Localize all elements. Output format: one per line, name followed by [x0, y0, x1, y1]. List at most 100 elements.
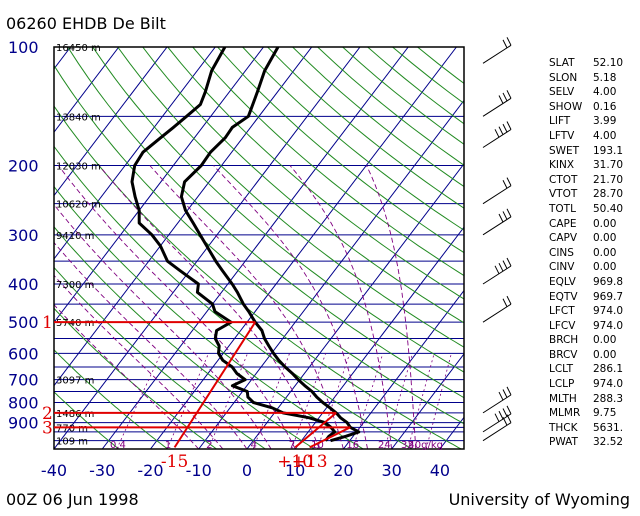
index-value: 3.99 [593, 114, 616, 129]
index-value: 5631. [593, 421, 623, 436]
index-name: EQTV [549, 290, 593, 305]
index-name: SLON [549, 71, 593, 86]
index-name: TOTL [549, 202, 593, 217]
wind-barb-feather [495, 266, 499, 274]
index-value: 4.00 [593, 129, 616, 144]
pressure-tick-label: 500 [8, 313, 39, 332]
index-name: CINV [549, 260, 593, 275]
index-name: LFCV [549, 319, 593, 334]
dry-adiabat-line [0, 47, 265, 449]
index-value: 28.70 [593, 187, 623, 202]
wind-barb-feather [503, 261, 507, 269]
index-name: SWET [549, 144, 593, 159]
pressure-tick-label: 400 [8, 275, 39, 294]
chart-title: 06260 EHDB De Bilt [6, 14, 166, 33]
index-name: LCLT [549, 362, 593, 377]
mixing-ratio-label: 2 [206, 440, 212, 451]
index-name: CTOT [549, 173, 593, 188]
wind-barb-feather [503, 299, 507, 307]
height-label: 12030 m [56, 162, 101, 173]
wind-barb-icon [483, 178, 511, 204]
wind-barb-feather [507, 90, 511, 98]
index-name: SLAT [549, 56, 593, 71]
mixing-ratio-line [408, 353, 434, 449]
index-value: 974.0 [593, 377, 623, 392]
wind-barb-feather [499, 214, 503, 222]
moist-adiabat-line [214, 166, 368, 450]
plot-frame [54, 47, 464, 449]
index-name: PWAT [549, 435, 593, 450]
wind-barb-feather [499, 127, 503, 135]
index-name: CAPV [549, 231, 593, 246]
index-name: CAPE [549, 217, 593, 232]
pressure-tick-label: 300 [8, 226, 39, 245]
wind-barb-icon [483, 209, 511, 235]
wind-barb-feather [507, 406, 511, 414]
isotherm-line [247, 47, 553, 449]
temperature-tick-label: -20 [137, 461, 163, 480]
height-label: 7300 m [56, 280, 94, 291]
moist-adiabat-line [367, 166, 416, 450]
index-value: 0.00 [593, 260, 616, 275]
annotation-level-label: 3 [42, 418, 53, 438]
mixing-ratio-label: 1 [165, 440, 171, 451]
wind-barb-feather [495, 129, 499, 137]
index-name: LFCT [549, 304, 593, 319]
observation-time: 00Z 06 Jun 1998 [6, 490, 139, 509]
wind-barb-feather [503, 93, 507, 101]
wind-barb-feather [507, 121, 511, 129]
temperature-tick-label: -10 [186, 461, 212, 480]
wind-barb-icon [483, 296, 511, 322]
height-label: 770 m [56, 423, 88, 434]
wind-barb-feather [499, 392, 503, 400]
mixing-ratio-label: 7 [289, 440, 295, 451]
index-value: 0.16 [593, 100, 616, 115]
grid-lines [0, 47, 640, 449]
height-label: 9410 m [56, 231, 94, 242]
isotherm-line [0, 47, 264, 449]
wind-barb-feather [503, 408, 507, 416]
index-value: 0.00 [593, 231, 616, 246]
wind-barb-feather [499, 96, 503, 104]
wind-barb-icon [483, 258, 511, 284]
annotation-temperature-label: -15 [161, 452, 188, 472]
height-label: 10620 m [56, 200, 101, 211]
index-value: 0.00 [593, 333, 616, 348]
index-name: BRCH [549, 333, 593, 348]
index-value: 9.75 [593, 406, 616, 421]
index-value: 5.18 [593, 71, 616, 86]
mixing-ratio-label: 0.4 [110, 440, 126, 451]
height-label: 3097 m [56, 376, 94, 387]
mixing-ratio-label: 16 [346, 440, 359, 451]
dry-adiabat-line [68, 47, 559, 449]
index-value: 4.00 [593, 85, 616, 100]
index-value: 0.00 [593, 246, 616, 261]
wind-barb-icon [483, 121, 511, 147]
wind-barb-feather [507, 258, 511, 266]
wind-barb-feather [503, 40, 507, 48]
temperature-tick-label: 40 [430, 461, 450, 480]
index-value: 974.0 [593, 304, 623, 319]
sounding-lines [132, 47, 359, 441]
temperature-tick-label: 20 [333, 461, 353, 480]
